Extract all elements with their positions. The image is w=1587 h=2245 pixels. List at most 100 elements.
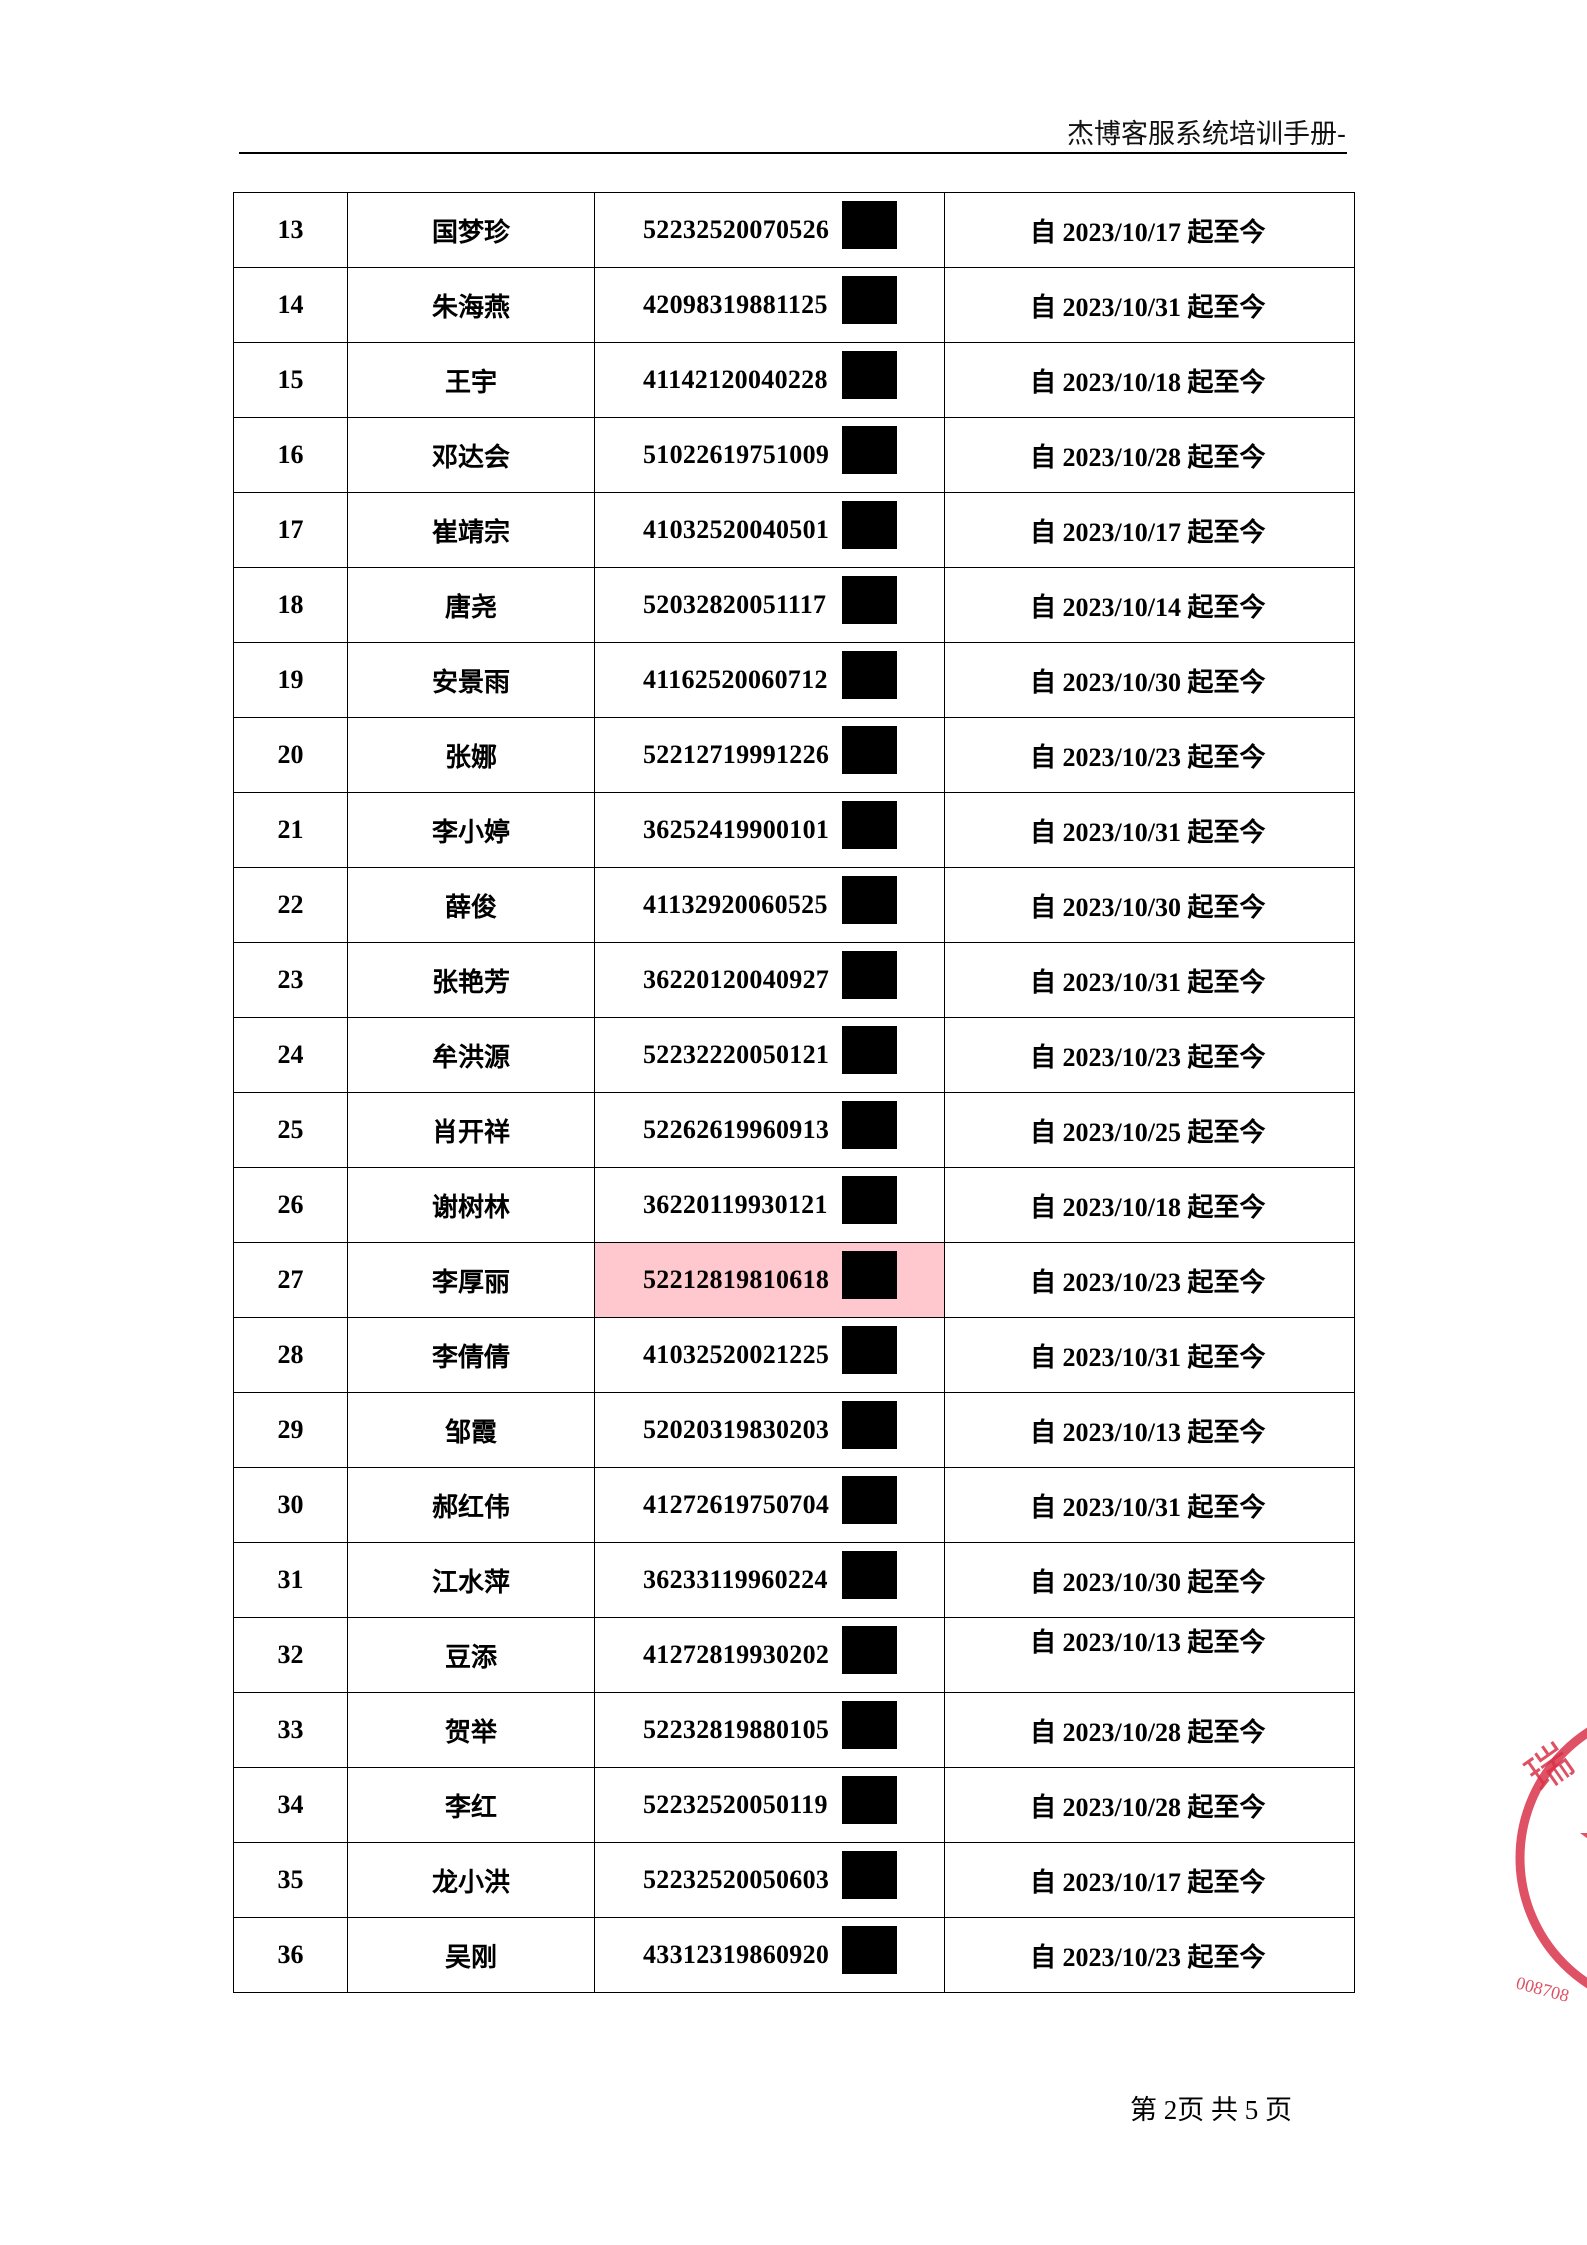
seal-ring	[1515, 1727, 1587, 1989]
redaction-box	[842, 951, 897, 999]
id-number: 52232819880105	[643, 1715, 830, 1744]
table-row: 22 薛俊 41132920060525 自 2023/10/30 起至今	[233, 867, 1355, 943]
id-number-cell: 41162520060712	[594, 642, 945, 718]
redaction-box	[842, 1626, 897, 1674]
company-seal: 瑞 008708	[1514, 1727, 1587, 2006]
row-number: 18	[233, 567, 348, 643]
row-number: 29	[233, 1392, 348, 1468]
employee-name: 豆添	[347, 1617, 595, 1693]
employment-period: 自 2023/10/23 起至今	[944, 1017, 1355, 1093]
redaction-box	[842, 1026, 897, 1074]
employee-name: 李红	[347, 1767, 595, 1843]
employment-period: 自 2023/10/30 起至今	[944, 642, 1355, 718]
id-number-cell: 41142120040228	[594, 342, 945, 418]
id-number: 36252419900101	[643, 815, 830, 844]
redaction-box	[842, 876, 897, 924]
employment-period: 自 2023/10/25 起至今	[944, 1092, 1355, 1168]
row-number: 21	[233, 792, 348, 868]
redaction-box	[842, 1401, 897, 1449]
id-number: 41162520060712	[643, 665, 828, 694]
table-row: 30 郝红伟 41272619750704 自 2023/10/31 起至今	[233, 1467, 1355, 1543]
id-number-cell: 36220119930121	[594, 1167, 945, 1243]
table-row: 32 豆添 41272819930202 自 2023/10/13 起至今	[233, 1617, 1355, 1693]
table-row: 36 吴刚 43312319860920 自 2023/10/23 起至今	[233, 1917, 1355, 1993]
row-number: 34	[233, 1767, 348, 1843]
employment-period: 自 2023/10/17 起至今	[944, 192, 1355, 268]
row-number: 13	[233, 192, 348, 268]
row-number: 22	[233, 867, 348, 943]
redaction-box	[842, 1851, 897, 1899]
redaction-box	[842, 501, 897, 549]
id-number: 41032520040501	[643, 515, 830, 544]
row-number: 23	[233, 942, 348, 1018]
id-number: 41132920060525	[643, 890, 828, 919]
employee-name: 龙小洪	[347, 1842, 595, 1918]
id-number-cell: 52020319830203	[594, 1392, 945, 1468]
employee-name: 李厚丽	[347, 1242, 595, 1318]
row-number: 26	[233, 1167, 348, 1243]
id-number: 41142120040228	[643, 365, 828, 394]
id-number: 41032520021225	[643, 1340, 830, 1369]
employee-name: 朱海燕	[347, 267, 595, 343]
table-row: 34 李红 52232520050119 自 2023/10/28 起至今	[233, 1767, 1355, 1843]
id-number-cell: 36233119960224	[594, 1542, 945, 1618]
employee-name: 安景雨	[347, 642, 595, 718]
redaction-box	[842, 1251, 897, 1299]
redaction-box	[842, 1176, 897, 1224]
row-number: 14	[233, 267, 348, 343]
employment-period: 自 2023/10/17 起至今	[944, 1842, 1355, 1918]
table-row: 15 王宇 41142120040228 自 2023/10/18 起至今	[233, 342, 1355, 418]
seal-number: 008708	[1514, 1973, 1571, 2006]
row-number: 15	[233, 342, 348, 418]
id-number-cell: 52232520050119	[594, 1767, 945, 1843]
id-number-cell: 36252419900101	[594, 792, 945, 868]
redaction-box	[842, 1776, 897, 1824]
row-number: 31	[233, 1542, 348, 1618]
employment-period: 自 2023/10/31 起至今	[944, 1467, 1355, 1543]
id-number: 52232520050603	[643, 1865, 830, 1894]
table-row: 31 江水萍 36233119960224 自 2023/10/30 起至今	[233, 1542, 1355, 1618]
employee-name: 薛俊	[347, 867, 595, 943]
table-row: 33 贺举 52232819880105 自 2023/10/28 起至今	[233, 1692, 1355, 1768]
employee-name: 邓达会	[347, 417, 595, 493]
id-number: 52232520070526	[643, 215, 830, 244]
row-number: 32	[233, 1617, 348, 1693]
row-number: 27	[233, 1242, 348, 1318]
redaction-box	[842, 276, 897, 324]
redaction-box	[842, 1476, 897, 1524]
id-number: 52212819810618	[643, 1265, 830, 1294]
employee-name: 李小婷	[347, 792, 595, 868]
id-number: 42098319881125	[643, 290, 828, 319]
employment-period: 自 2023/10/17 起至今	[944, 492, 1355, 568]
employee-name: 贺举	[347, 1692, 595, 1768]
row-number: 35	[233, 1842, 348, 1918]
row-number: 25	[233, 1092, 348, 1168]
employment-period: 自 2023/10/28 起至今	[944, 1767, 1355, 1843]
redaction-box	[842, 576, 897, 624]
employee-name: 张娜	[347, 717, 595, 793]
employment-period: 自 2023/10/23 起至今	[944, 717, 1355, 793]
employee-name: 张艳芳	[347, 942, 595, 1018]
employment-period: 自 2023/10/13 起至今	[944, 1617, 1355, 1693]
id-number-cell: 41032520021225	[594, 1317, 945, 1393]
row-number: 30	[233, 1467, 348, 1543]
id-number-cell: 42098319881125	[594, 267, 945, 343]
employment-period: 自 2023/10/31 起至今	[944, 267, 1355, 343]
seal-star	[1580, 1833, 1587, 1839]
table-row: 19 安景雨 41162520060712 自 2023/10/30 起至今	[233, 642, 1355, 718]
table-row: 35 龙小洪 52232520050603 自 2023/10/17 起至今	[233, 1842, 1355, 1918]
header-divider	[239, 152, 1347, 154]
redaction-box	[842, 801, 897, 849]
row-number: 16	[233, 417, 348, 493]
employment-period: 自 2023/10/14 起至今	[944, 567, 1355, 643]
id-number-cell: 41132920060525	[594, 867, 945, 943]
row-number: 20	[233, 717, 348, 793]
id-number-cell: 41272819930202	[594, 1617, 945, 1693]
redaction-box	[842, 1326, 897, 1374]
id-number: 52262619960913	[643, 1115, 830, 1144]
id-number-cell: 41032520040501	[594, 492, 945, 568]
employee-name: 谢树林	[347, 1167, 595, 1243]
id-number-cell: 52212719991226	[594, 717, 945, 793]
redaction-box	[842, 1701, 897, 1749]
redaction-box	[842, 351, 897, 399]
